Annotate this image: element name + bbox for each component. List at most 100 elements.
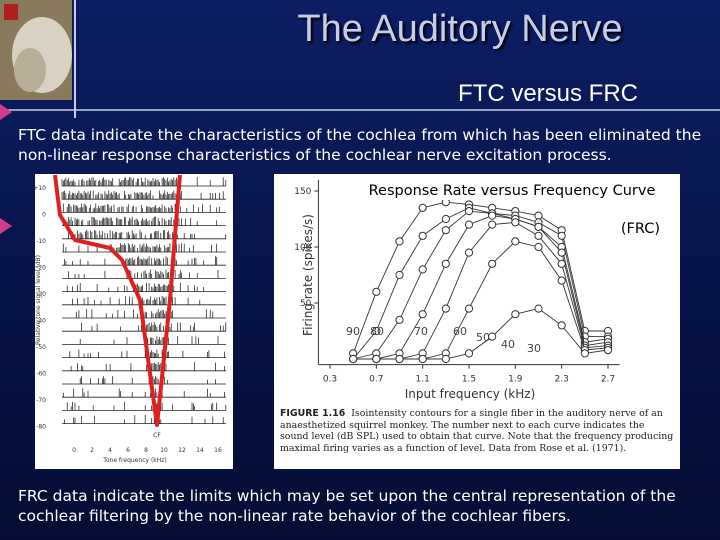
data-point	[464, 220, 474, 229]
data-point	[418, 354, 427, 364]
x-tick-label: 8	[144, 447, 148, 454]
frc-figure	[274, 174, 680, 469]
ftc-figure	[35, 174, 233, 469]
data-point	[534, 222, 543, 231]
data-point	[488, 332, 497, 341]
y-tick-label: 50	[300, 299, 312, 309]
x-tick-label: 12	[178, 447, 186, 454]
slide-title: The Auditory Nerve	[297, 8, 623, 50]
data-point	[418, 203, 427, 212]
data-point	[557, 231, 566, 240]
y-tick-label: -20	[36, 265, 46, 272]
caption-text: Isointensity contours for a single fiber…	[280, 408, 674, 454]
x-tick-label: 10	[160, 447, 168, 454]
x-tick-label: 1.9	[508, 375, 523, 385]
y-tick-label: -10	[36, 238, 46, 245]
data-point	[488, 259, 497, 268]
ftc-plot: +10 0 -10 -20 -30 -40 -50 -60 -70 -80 0 2 4 6 8 10 12 14 1…	[33, 174, 227, 464]
x-tick-label: 0	[72, 447, 76, 454]
logo-badge	[4, 4, 18, 20]
spikes	[61, 177, 227, 186]
data-point	[418, 265, 427, 274]
data-point	[557, 276, 566, 285]
data-point	[441, 354, 450, 364]
curve-label: 30	[527, 342, 541, 355]
spikes	[66, 282, 205, 292]
caption-label: FIGURE 1.16	[280, 408, 346, 419]
y-tick-label: -60	[36, 371, 46, 378]
data-point	[534, 242, 543, 252]
data-point	[557, 259, 566, 268]
data-point	[372, 354, 381, 364]
data-point	[511, 218, 520, 227]
x-axis-label: Input frequency (kHz)	[405, 387, 536, 401]
y-axis-label: Firing rate (spikes/s)	[301, 214, 315, 336]
data-point	[511, 310, 520, 319]
data-point	[488, 220, 497, 229]
bullet-marker	[0, 218, 12, 234]
x-axis-label: Tone frequency (kHz)	[102, 457, 167, 464]
data-point	[511, 237, 520, 246]
tuning-curve	[53, 174, 182, 427]
y-tick-label: -30	[36, 291, 46, 298]
figure-subtitle: (FRC)	[621, 221, 660, 237]
x-tick-label: 4	[108, 447, 112, 454]
data-point	[441, 226, 450, 235]
paragraph: FRC data indicate the limits which may b…	[18, 487, 676, 525]
paragraph: FTC data indicate the characteristics of…	[18, 126, 702, 164]
figure-title: Response Rate versus Frequency Curve	[369, 183, 656, 199]
data-point	[372, 326, 381, 336]
data-point	[441, 304, 450, 313]
data-point	[395, 237, 404, 246]
data-point	[372, 287, 381, 296]
x-tick-label: 14	[196, 447, 204, 454]
data-point	[464, 248, 474, 257]
y-tick-label: 150	[294, 187, 311, 197]
data-point	[580, 349, 589, 358]
curve-label: 60	[453, 325, 467, 338]
y-tick-label: -70	[36, 397, 46, 404]
data-point	[441, 214, 450, 224]
y-tick-label: -50	[36, 344, 46, 351]
curve-label: 40	[501, 338, 515, 351]
curve-label: 50	[476, 331, 490, 344]
slide-subtitle: FTC versus FRC	[458, 80, 638, 107]
x-tick-label: 2.3	[555, 375, 569, 385]
data-point	[557, 248, 566, 257]
x-tick-label: 2	[90, 447, 94, 454]
data-point	[395, 270, 404, 280]
y-tick-label: +10	[33, 185, 46, 192]
figure-caption: FIGURE 1.16 Isointensity contours for a …	[280, 408, 675, 454]
data-point	[534, 211, 543, 220]
curve-label: 70	[414, 325, 428, 338]
x-tick-label: 16	[214, 447, 222, 454]
curve-label: 90	[346, 325, 360, 338]
x-tick-label: 6	[126, 447, 130, 454]
data-point	[418, 231, 427, 240]
data-point	[464, 207, 474, 216]
data-point	[488, 211, 497, 220]
data-point	[395, 315, 404, 324]
title-background	[352, 178, 672, 200]
frc-plot: 0.3 0.7 1.1 1.5 1.9 2.3 2.7 50 100 150 Input frequ…	[294, 178, 672, 401]
x-tick-label: 1.5	[462, 375, 476, 385]
x-tick-label: 1.1	[416, 375, 430, 385]
data-point	[534, 231, 543, 240]
data-point	[395, 354, 404, 364]
y-axis-label: Relative tone signal level (dB)	[35, 255, 42, 345]
y-tick-label: -40	[36, 318, 46, 325]
data-point	[464, 304, 474, 313]
x-tick-label: 0.7	[369, 375, 383, 385]
logo-shell	[14, 48, 46, 92]
curve-label: 80	[370, 325, 384, 338]
data-point	[418, 310, 427, 319]
data-point	[557, 321, 566, 330]
data-point	[441, 259, 450, 268]
data-point	[534, 304, 543, 313]
x-tick-label: 2.7	[601, 375, 615, 385]
x-tick-label: 0.3	[323, 375, 337, 385]
y-tick-label: 100	[294, 243, 311, 253]
bullet-marker	[0, 104, 12, 120]
